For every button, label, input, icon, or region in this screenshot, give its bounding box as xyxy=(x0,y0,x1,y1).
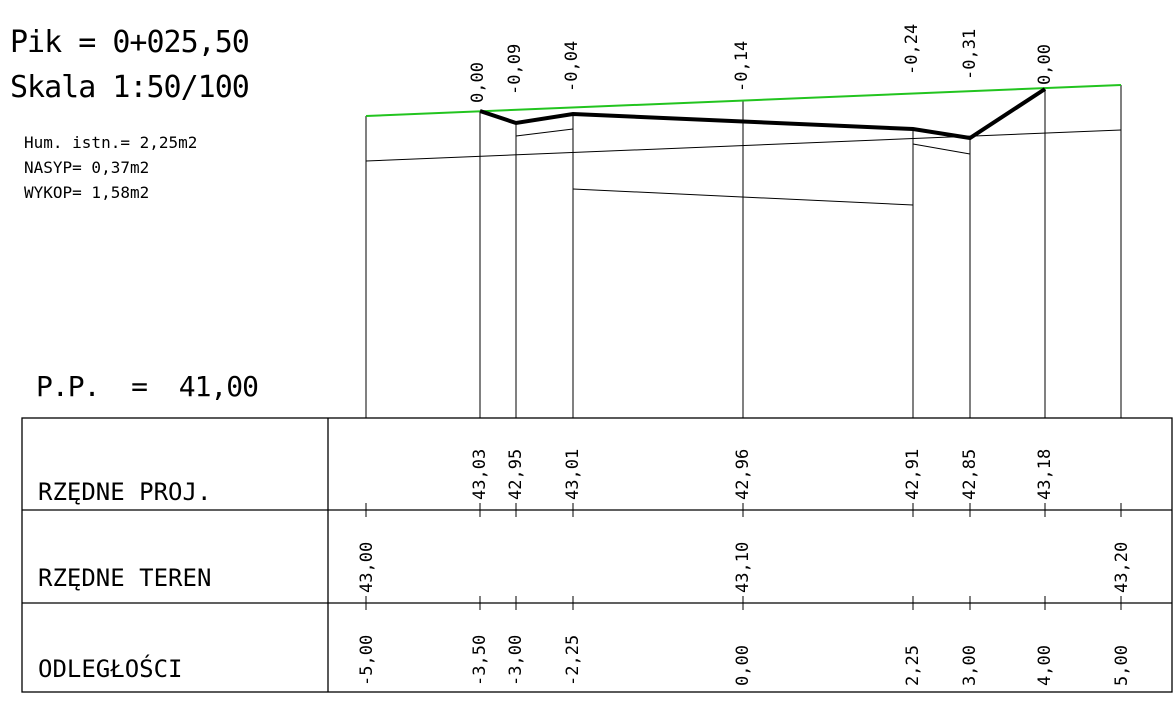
top-diff-label: -0,04 xyxy=(562,41,582,92)
distance-value: 3,00 xyxy=(960,645,980,686)
distance-value: -5,00 xyxy=(357,635,377,686)
teren-value: 43,00 xyxy=(357,542,377,593)
distance-value: 2,25 xyxy=(903,645,923,686)
hum-label: Hum. istn.= 2,25m2 xyxy=(24,133,197,152)
distance-value: -2,25 xyxy=(563,635,583,686)
pik-label: Pik = 0+025,50 xyxy=(10,25,249,60)
row-label-rzedne-teren: RZĘDNE TEREN xyxy=(38,564,211,592)
right-ditch-layer xyxy=(912,143,971,155)
row-label-rzedne-proj: RZĘDNE PROJ. xyxy=(38,478,211,506)
proj-value: 42,85 xyxy=(960,449,980,500)
base-layer-line xyxy=(572,188,914,206)
proj-value: 42,95 xyxy=(506,449,526,500)
station-lines xyxy=(365,85,1122,418)
table-ticks xyxy=(365,503,1122,610)
top-diff-label: -0,24 xyxy=(902,24,922,75)
top-difference-labels: 0,00 -0,09 -0,04 -0,14 -0,24 -0,31 0,00 xyxy=(468,24,1055,103)
teren-value: 43,10 xyxy=(733,542,753,593)
top-diff-label: -0,09 xyxy=(505,44,525,95)
nasyp-label: NASYP= 0,37m2 xyxy=(24,158,149,177)
terrain-line xyxy=(365,84,1122,117)
top-diff-label: -0,31 xyxy=(960,29,980,80)
proj-value: 42,91 xyxy=(903,449,923,500)
rzedne-teren-values: 43,00 43,10 43,20 xyxy=(357,542,1132,593)
data-table xyxy=(21,417,1173,693)
distance-value: -3,00 xyxy=(506,635,526,686)
proj-value: 43,01 xyxy=(563,449,583,500)
proj-value: 43,18 xyxy=(1035,449,1055,500)
table-outer-frame xyxy=(21,417,1173,693)
wykop-label: WYKOP= 1,58m2 xyxy=(24,183,149,202)
rzedne-proj-values: 43,03 42,95 43,01 42,96 42,91 42,85 43,1… xyxy=(470,449,1055,500)
teren-value: 43,20 xyxy=(1112,542,1132,593)
distance-value: 4,00 xyxy=(1035,645,1055,686)
top-diff-label: 0,00 xyxy=(1035,44,1055,85)
distance-value: -3,50 xyxy=(470,635,490,686)
design-profile-line xyxy=(479,87,1047,141)
proj-value: 42,96 xyxy=(733,449,753,500)
scale-label: Skala 1:50/100 xyxy=(10,70,249,105)
reference-level-label: P.P. = 41,00 xyxy=(36,370,258,403)
top-diff-label: 0,00 xyxy=(468,62,488,103)
layer-lines xyxy=(365,128,1122,206)
left-ditch-layer xyxy=(515,128,574,137)
distance-value: 5,00 xyxy=(1112,645,1132,686)
top-diff-label: -0,14 xyxy=(732,41,752,92)
odleglosci-values: -5,00 -3,50 -3,00 -2,25 0,00 2,25 3,00 4… xyxy=(357,635,1132,686)
proj-value: 43,03 xyxy=(470,449,490,500)
row-label-odleglosci: ODLEGŁOŚCI xyxy=(38,653,183,683)
subgrade-line xyxy=(365,129,1122,162)
distance-value: 0,00 xyxy=(733,645,753,686)
